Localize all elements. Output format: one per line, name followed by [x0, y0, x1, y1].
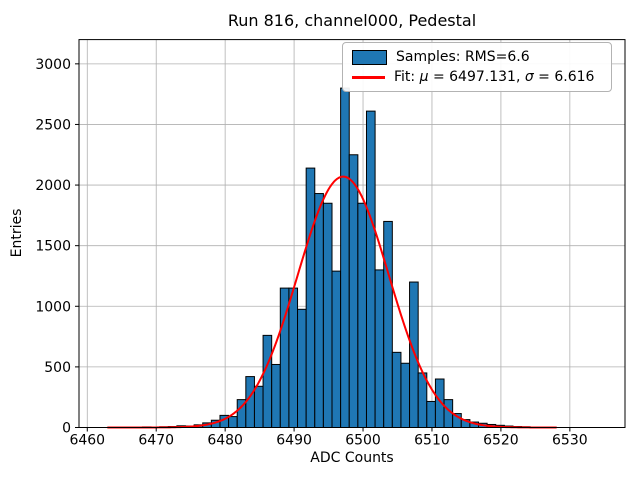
histogram-bar: [271, 363, 281, 428]
histogram-bar: [288, 287, 299, 428]
samples-swatch-icon: [352, 49, 387, 65]
y-tick-label: 2000: [35, 178, 71, 194]
histogram-bar: [426, 400, 436, 429]
legend: Samples: RMS=6.6 Fit: μ = 6497.131, σ = …: [342, 42, 612, 92]
histogram-bar: [322, 202, 333, 428]
x-axis-label: ADC Counts: [310, 450, 394, 466]
histogram-bar: [400, 362, 411, 428]
x-tick-label: 6470: [138, 433, 174, 449]
histogram-bar: [383, 220, 393, 428]
fit-curve: [106, 175, 558, 429]
legend-samples-label: Samples: RMS=6.6: [396, 49, 530, 65]
x-tick-label: 6510: [414, 433, 450, 449]
histogram-bar: [245, 376, 255, 428]
x-tick-label: 6530: [552, 433, 588, 449]
histogram-bar: [340, 87, 350, 428]
histogram-bar: [417, 372, 428, 429]
y-tick-label: 3000: [35, 57, 71, 73]
histogram-bar: [262, 334, 273, 428]
histogram-bar: [357, 202, 367, 428]
y-tick-label: 500: [44, 360, 71, 376]
y-tick-label: 2500: [35, 117, 71, 133]
histogram-bar: [348, 154, 359, 428]
histogram-bar: [228, 416, 238, 428]
x-tick-label: 6480: [207, 433, 243, 449]
legend-fit-label: Fit: μ = 6497.131, σ = 6.616: [394, 69, 595, 85]
x-tick-label: 6490: [276, 433, 312, 449]
y-tick-label: 1500: [35, 239, 71, 255]
fit-line-swatch-icon: [352, 75, 385, 79]
histogram-bar: [253, 385, 264, 429]
histogram-bar: [314, 193, 324, 428]
histogram-bar: [374, 269, 385, 429]
legend-item-fit: Fit: μ = 6497.131, σ = 6.616: [352, 69, 602, 85]
x-tick-label: 6460: [69, 433, 105, 449]
histogram-bar: [297, 308, 307, 428]
histogram-bar: [331, 270, 342, 428]
histogram-bar: [305, 167, 316, 428]
histogram-bar: [391, 351, 402, 428]
histogram-bar: [409, 281, 419, 429]
y-axis-label: Entries: [9, 208, 25, 258]
legend-item-samples: Samples: RMS=6.6: [352, 49, 602, 65]
y-tick-label: 1000: [35, 299, 71, 315]
chart-title: Run 816, channel000, Pedestal: [227, 11, 477, 30]
x-tick-label: 6500: [345, 433, 381, 449]
y-tick-label: 0: [62, 421, 71, 437]
axes-spines: [78, 39, 626, 428]
x-tick-label: 6520: [483, 433, 519, 449]
histogram-bar: [365, 110, 376, 429]
